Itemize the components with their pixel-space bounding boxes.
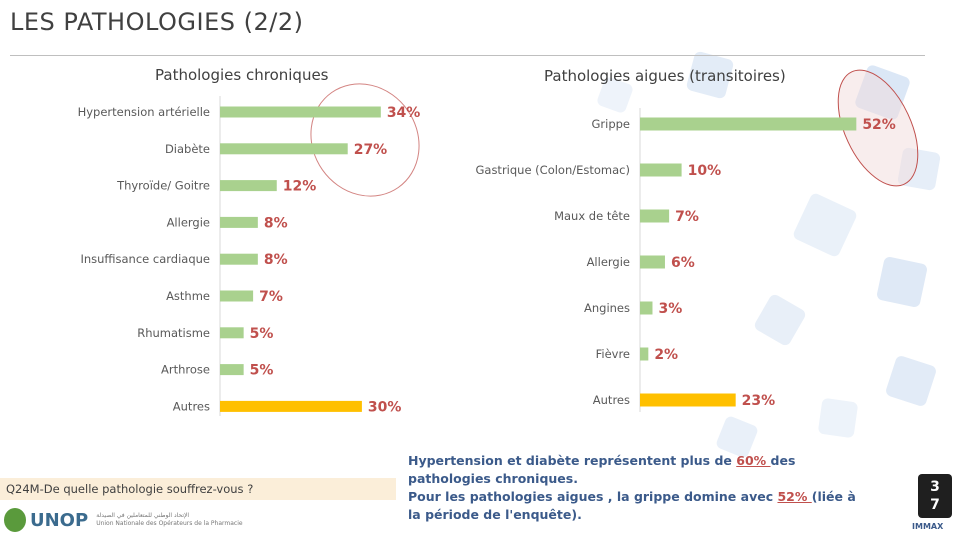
- value-label: 27%: [354, 142, 388, 158]
- logo-french: Union Nationale des Opérateurs de la Pha…: [96, 520, 243, 527]
- category-label: Allergie: [587, 255, 630, 269]
- comment-highlight: 52%: [777, 489, 812, 504]
- title-divider: [10, 55, 925, 56]
- chart-title-acute: Pathologies aigues (transitoires): [544, 67, 786, 85]
- page-number-digit: 3: [930, 479, 940, 495]
- bar-chart-chronic: Hypertension artérielle 34% Diabète 27% Thyr…: [78, 105, 421, 415]
- category-label: Diabète: [165, 142, 210, 156]
- comment-highlight: 60%: [736, 453, 771, 468]
- bar: [640, 209, 670, 223]
- category-label: Arthrose: [161, 363, 210, 377]
- comment-text: des pathologies chroniques.: [408, 453, 796, 486]
- value-label: 7%: [675, 209, 699, 225]
- category-label: Gastrique (Colon/Estomac): [475, 163, 630, 177]
- category-label: Grippe: [591, 117, 630, 131]
- chart-title-chronic: Pathologies chroniques: [155, 66, 329, 84]
- comment-text: Pour les pathologies aigues , la grippe …: [408, 489, 778, 504]
- category-label: Maux de tête: [554, 209, 630, 223]
- value-label: 30%: [368, 399, 402, 415]
- value-label: 7%: [259, 289, 283, 305]
- category-label: Hypertension artérielle: [78, 105, 210, 119]
- unop-logo: UNOP الإتحاد الوطني للمتعاملين في الصيدل…: [4, 508, 243, 532]
- category-label: Autres: [173, 399, 210, 413]
- bar: [220, 106, 381, 118]
- bar-chart-acute: Grippe 52% Gastrique (Colon/Estomac) 10% Mau…: [475, 117, 895, 409]
- bar: [220, 216, 258, 228]
- value-label: 6%: [671, 255, 695, 271]
- value-label: 5%: [250, 326, 274, 342]
- value-label: 5%: [250, 363, 274, 379]
- bar: [640, 301, 653, 315]
- value-label: 12%: [283, 179, 317, 195]
- logo-arabic: الإتحاد الوطني للمتعاملين في الصيدلة: [96, 512, 190, 519]
- value-label: 3%: [658, 301, 682, 317]
- value-label: 23%: [742, 393, 776, 409]
- brand-logo: IMMAX: [912, 522, 944, 531]
- category-label: Angines: [584, 301, 630, 315]
- unop-logo-icon: [4, 508, 26, 532]
- logo-name: UNOP: [30, 509, 89, 531]
- value-label: 8%: [264, 252, 288, 268]
- bar: [220, 143, 348, 155]
- category-label: Rhumatisme: [137, 326, 210, 340]
- page-number-digit: 7: [930, 497, 940, 513]
- category-label: Asthme: [166, 289, 210, 303]
- bar: [220, 180, 277, 192]
- value-label: 52%: [862, 117, 896, 133]
- category-label: Insuffisance cardiaque: [80, 252, 210, 266]
- bar: [220, 400, 362, 412]
- comment-text: Hypertension et diabète représentent plu…: [408, 453, 737, 468]
- survey-question: Q24M-De quelle pathologie souffrez-vous …: [0, 478, 396, 500]
- bar: [640, 117, 857, 131]
- comment-text: (liée à la période de l'enquête).: [408, 489, 856, 522]
- highlight-ellipse-chronic: [310, 83, 420, 197]
- category-label: Allergie: [167, 215, 210, 229]
- bar: [220, 327, 244, 339]
- bar: [640, 163, 682, 177]
- value-label: 2%: [654, 347, 678, 363]
- summary-comment: Hypertension et diabète représentent plu…: [408, 452, 858, 524]
- bar: [640, 393, 736, 407]
- logo-subtitle: الإتحاد الوطني للمتعاملين في الصيدلة Uni…: [96, 512, 242, 528]
- value-label: 34%: [387, 105, 421, 121]
- category-label: Fièvre: [596, 347, 630, 361]
- value-label: 8%: [264, 215, 288, 231]
- category-label: Autres: [593, 393, 630, 407]
- page-title: LES PATHOLOGIES (2/2): [10, 8, 304, 36]
- bar: [640, 347, 649, 361]
- bar: [220, 253, 258, 265]
- category-label: Thyroïde/ Goitre: [116, 179, 210, 193]
- value-label: 10%: [688, 163, 722, 179]
- highlight-ellipse-acute: [837, 69, 919, 187]
- bar: [220, 364, 244, 376]
- bar: [640, 255, 665, 269]
- bar: [220, 290, 254, 302]
- page-number-badge: 3 7: [918, 474, 952, 518]
